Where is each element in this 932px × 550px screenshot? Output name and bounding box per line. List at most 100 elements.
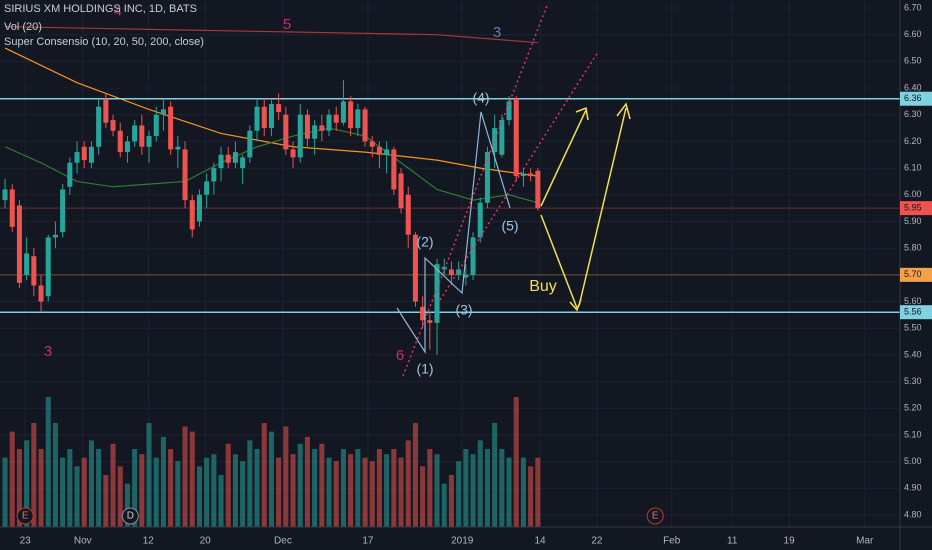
candle-body <box>9 189 15 227</box>
candle-body <box>240 157 246 169</box>
candle-body <box>528 173 534 177</box>
level-label: 5.56 <box>904 307 922 317</box>
x-tick-label: 19 <box>784 536 796 547</box>
volume-bar <box>196 466 202 527</box>
volume-bar <box>117 466 123 527</box>
volume-bar <box>456 461 462 527</box>
candle-body <box>355 109 361 129</box>
volume-bar <box>499 449 505 527</box>
volume-bar <box>96 449 102 527</box>
volume-bar <box>520 457 526 527</box>
event-label: D <box>127 511 134 522</box>
y-tick-label: 6.00 <box>904 189 922 199</box>
x-tick-label: 23 <box>20 536 32 547</box>
candle-body <box>506 101 512 121</box>
volume-bar <box>81 457 87 527</box>
candle-body <box>38 285 44 302</box>
y-tick-label: 6.10 <box>904 162 922 172</box>
candle-body <box>448 269 454 275</box>
candle-body <box>513 98 519 177</box>
y-tick-label: 5.90 <box>904 216 922 226</box>
candle-body <box>168 106 174 150</box>
x-tick-label: 11 <box>727 536 738 547</box>
candle-body <box>204 181 210 195</box>
candle-body <box>88 146 94 163</box>
wave-path <box>396 111 511 355</box>
candle-body <box>247 130 253 158</box>
level-tag <box>900 305 932 320</box>
volume-bar <box>283 426 289 527</box>
volume-label: Vol (20) <box>4 21 42 33</box>
level-label: 5.95 <box>904 203 922 213</box>
y-tick-label: 6.20 <box>904 136 922 146</box>
candle-body <box>420 306 426 321</box>
candle-body <box>225 154 231 163</box>
volume-bar <box>110 443 116 527</box>
volume-bar <box>132 449 138 527</box>
volume-bar <box>225 443 231 527</box>
volume-bar <box>31 423 37 527</box>
x-tick-label: 22 <box>591 536 603 547</box>
volume-bar <box>24 440 30 527</box>
volume-bar <box>384 454 390 527</box>
event-label: E <box>22 511 29 522</box>
volume-bar <box>441 483 447 527</box>
candle-body <box>182 149 188 201</box>
volume-bar <box>88 440 94 527</box>
volume-bar <box>434 454 440 527</box>
candle-body <box>276 104 282 113</box>
y-tick-label: 5.30 <box>904 376 922 386</box>
y-tick-label: 5.60 <box>904 296 922 306</box>
volume-bar <box>398 457 404 527</box>
candle-body <box>290 149 296 158</box>
y-tick-label: 6.50 <box>904 56 922 66</box>
candle-body <box>74 152 80 163</box>
candle-body <box>160 109 166 115</box>
candle-body <box>211 168 217 182</box>
volume-bar <box>139 454 145 527</box>
candle-body <box>319 125 325 131</box>
volume-bar <box>2 457 8 527</box>
candle-body <box>369 141 375 147</box>
volume-bar <box>535 457 541 527</box>
channel-line <box>402 2 549 377</box>
level-tag <box>900 267 932 282</box>
candle-body <box>398 173 404 209</box>
indicator-label: Super Consensio (10, 20, 50, 200, close) <box>4 36 204 48</box>
event-marker <box>646 507 664 525</box>
candle-body <box>326 114 332 131</box>
candle-body <box>16 205 22 283</box>
moving-average <box>4 127 539 204</box>
volume-bar <box>326 457 332 527</box>
candle-body <box>31 256 37 286</box>
volume-bar <box>513 397 519 527</box>
volume-bar <box>240 461 246 527</box>
candle-body <box>110 120 116 131</box>
event-marker <box>121 507 139 525</box>
moving-average <box>5 26 538 44</box>
volume-bar <box>204 457 210 527</box>
annotation: (4) <box>472 90 489 106</box>
annotation: 4 <box>114 3 122 19</box>
channel-line <box>439 51 599 301</box>
candle-body <box>283 114 289 150</box>
volume-bar <box>38 449 44 527</box>
candle-body <box>189 200 195 230</box>
y-tick-label: 6.40 <box>904 82 922 92</box>
chart-title: SIRIUS XM HOLDINGS INC, 1D, BATS <box>4 3 197 15</box>
volume-bar <box>218 475 224 527</box>
volume-bar <box>333 461 339 527</box>
volume-bar <box>348 454 354 527</box>
volume-bar <box>340 449 346 527</box>
candle-body <box>434 264 440 323</box>
volume-bar <box>9 431 15 527</box>
x-tick-label: Nov <box>74 536 92 547</box>
level-tag <box>900 201 932 216</box>
volume-bar <box>67 449 73 527</box>
candle-body <box>362 109 368 142</box>
volume-bar <box>477 440 483 527</box>
volume-bar <box>276 457 282 527</box>
volume-bar <box>463 449 469 527</box>
volume-bar <box>124 483 130 527</box>
